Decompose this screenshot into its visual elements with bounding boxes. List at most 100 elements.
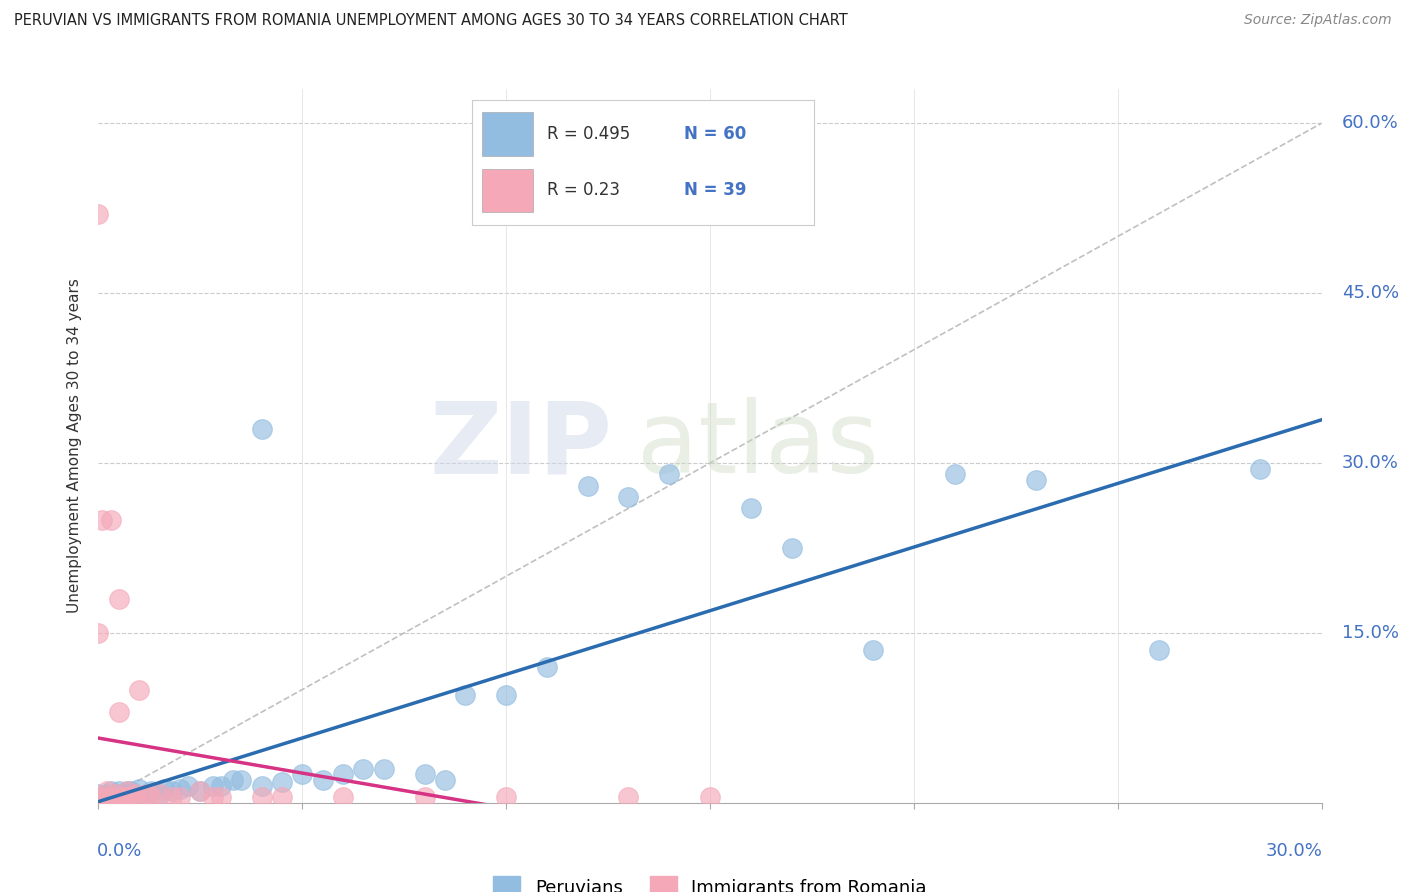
Point <box>115 790 138 805</box>
Point <box>128 782 150 797</box>
Point <box>209 790 232 805</box>
Point <box>108 793 131 807</box>
Point <box>91 790 114 805</box>
Point <box>104 793 127 807</box>
Point <box>87 787 110 801</box>
Point <box>108 591 131 606</box>
Point <box>188 784 212 798</box>
Point <box>270 790 294 805</box>
Text: Source: ZipAtlas.com: Source: ZipAtlas.com <box>1244 13 1392 28</box>
Point <box>222 773 245 788</box>
Point <box>209 779 232 793</box>
Point <box>1025 473 1047 487</box>
Y-axis label: Unemployment Among Ages 30 to 34 years: Unemployment Among Ages 30 to 34 years <box>67 278 83 614</box>
Point <box>104 787 127 801</box>
Point <box>160 784 183 798</box>
Point <box>100 513 122 527</box>
Point <box>136 787 159 801</box>
Point <box>434 773 457 788</box>
Point <box>111 790 134 805</box>
Point <box>87 793 110 807</box>
Point <box>120 790 142 805</box>
Point <box>100 790 122 805</box>
Text: PERUVIAN VS IMMIGRANTS FROM ROMANIA UNEMPLOYMENT AMONG AGES 30 TO 34 YEARS CORRE: PERUVIAN VS IMMIGRANTS FROM ROMANIA UNEM… <box>14 13 848 29</box>
Point <box>115 784 138 798</box>
Point <box>862 643 884 657</box>
Text: 45.0%: 45.0% <box>1343 284 1399 302</box>
Point <box>943 467 966 482</box>
Point <box>128 790 150 805</box>
Point <box>231 773 253 788</box>
Point <box>740 501 762 516</box>
Point <box>780 541 803 555</box>
Text: 60.0%: 60.0% <box>1343 114 1399 132</box>
Point <box>291 767 314 781</box>
Point <box>136 787 159 801</box>
Point <box>87 790 110 805</box>
Point <box>100 793 122 807</box>
Point <box>96 787 118 801</box>
Point <box>413 790 436 805</box>
Point <box>100 793 122 807</box>
Point <box>1147 643 1170 657</box>
Point <box>91 793 114 807</box>
Point <box>111 787 134 801</box>
Point <box>87 626 110 640</box>
Point <box>576 478 599 492</box>
Point <box>160 790 183 805</box>
Text: 30.0%: 30.0% <box>1265 842 1323 860</box>
Point <box>149 787 172 801</box>
Point <box>87 207 110 221</box>
Point <box>120 784 142 798</box>
Point <box>115 790 138 805</box>
Point <box>87 793 110 807</box>
Point <box>658 467 681 482</box>
Point <box>536 660 558 674</box>
Point <box>96 793 118 807</box>
Point <box>96 784 118 798</box>
Point <box>96 790 118 805</box>
Point <box>312 773 335 788</box>
Point <box>91 790 114 805</box>
Point <box>120 790 142 805</box>
Point <box>104 787 127 801</box>
Point <box>617 790 640 805</box>
Text: 0.0%: 0.0% <box>97 842 142 860</box>
Point <box>100 790 122 805</box>
Point <box>373 762 395 776</box>
Point <box>128 793 150 807</box>
Legend: Peruvians, Immigrants from Romania: Peruvians, Immigrants from Romania <box>486 869 934 892</box>
Point <box>108 790 131 805</box>
Point <box>87 790 110 805</box>
Point <box>250 779 273 793</box>
Point <box>108 793 131 807</box>
Point <box>124 787 146 801</box>
Point <box>149 787 172 801</box>
Point <box>352 762 374 776</box>
Point <box>201 779 224 793</box>
Point <box>177 779 200 793</box>
Point <box>454 688 477 702</box>
Point <box>1249 461 1271 475</box>
Point <box>699 790 721 805</box>
Point <box>250 790 273 805</box>
Point <box>100 784 122 798</box>
Point <box>332 767 354 781</box>
Point <box>91 513 114 527</box>
Text: 15.0%: 15.0% <box>1343 624 1399 642</box>
Point <box>169 790 191 805</box>
Text: 30.0%: 30.0% <box>1343 454 1399 472</box>
Point <box>201 790 224 805</box>
Point <box>108 705 131 719</box>
Point <box>270 775 294 789</box>
Text: ZIP: ZIP <box>429 398 612 494</box>
Point <box>128 682 150 697</box>
Point <box>91 793 114 807</box>
Point <box>332 790 354 805</box>
Point <box>413 767 436 781</box>
Point <box>141 784 163 798</box>
Point <box>495 688 517 702</box>
Point <box>124 787 146 801</box>
Point <box>111 790 134 805</box>
Point <box>152 782 174 797</box>
